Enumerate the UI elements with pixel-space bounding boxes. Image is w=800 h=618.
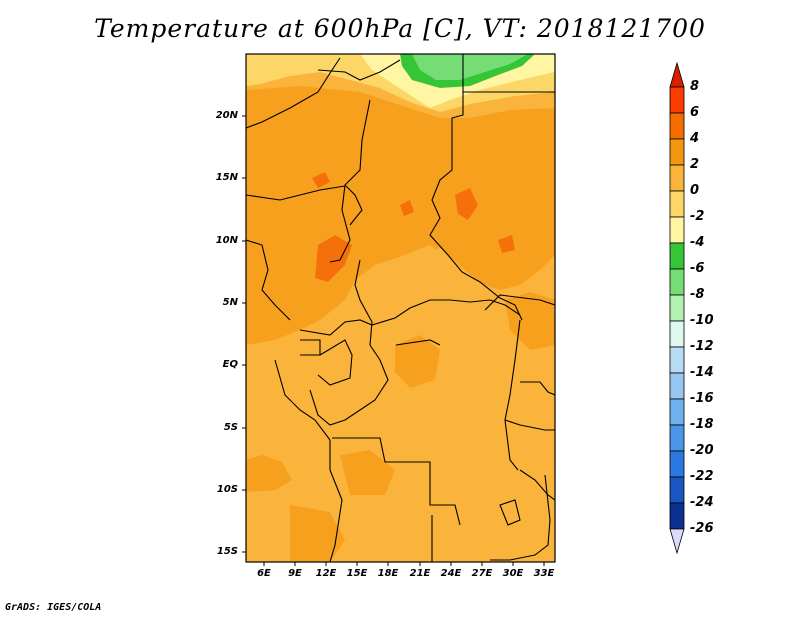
colorbar-label: 8 [690,79,700,94]
colorbar-label: -22 [690,469,714,484]
colorbar-label: 2 [690,157,700,172]
footer-credit: GrADS: IGES/COLA [5,602,102,613]
colorbar-label: -26 [690,521,714,536]
lon-label-18e: 18E [377,568,399,579]
colorbar-over-arrow [669,61,685,88]
colorbar-swatch [669,320,685,348]
lon-label-21e: 21E [409,568,431,579]
lat-label-10n: 10N [215,235,238,246]
field-m8-north [412,54,528,80]
colorbar-label: -14 [690,365,714,380]
lon-label-6e: 6E [257,568,271,579]
hot-spot-4 [498,235,515,253]
colorbar-label: 0 [690,183,700,198]
lon-ticks [263,562,545,566]
colorbar-swatch [669,346,685,374]
colorbar-swatch [669,86,685,114]
colorbar-swatch [669,450,685,478]
lat-label-5s: 5S [223,422,238,433]
colorbar-swatch [669,268,685,296]
hot-spot-5 [400,200,414,216]
colorbar-label: -10 [690,313,714,328]
field-2-4-east [505,292,555,350]
field-2-4-south [246,455,292,492]
colorbar-label: 6 [690,105,700,120]
map-frame [245,53,556,563]
colorbar-swatch [669,216,685,244]
lat-label-15n: 15N [215,172,238,183]
hot-spot-3 [312,172,330,188]
colorbar-swatch [669,112,685,140]
lon-label-12e: 12E [315,568,337,579]
colorbar-swatch [669,190,685,218]
colorbar-swatch [669,242,685,270]
colorbar-label: -12 [690,339,714,354]
field-2-4-centre [395,335,440,388]
lon-label-30e: 30E [502,568,524,579]
colorbar-swatch [669,164,685,192]
map-field [246,54,555,562]
lon-label-27e: 27E [471,568,493,579]
country-boundaries [246,54,555,562]
lat-label-5n: 5N [222,297,238,308]
colorbar-label: -4 [690,235,705,250]
colorbar-label: -6 [690,261,705,276]
lat-label-10s: 10S [216,484,238,495]
lon-label-15e: 15E [346,568,368,579]
chart-title: Temperature at 600hPa [C], VT: 201812170… [94,14,706,43]
field-2-4-sw [340,450,395,495]
colorbar-label: -2 [690,209,705,224]
colorbar-swatch [669,294,685,322]
colorbar-swatch [669,476,685,504]
colorbar-swatch [669,424,685,452]
lon-label-24e: 24E [440,568,462,579]
colorbar-label: -20 [690,443,714,458]
colorbar-swatch [669,398,685,426]
lat-label-15s: 15S [216,546,238,557]
colorbar [669,61,685,555]
hot-spot-1 [315,235,352,282]
hot-spot-2 [455,188,478,220]
lon-label-9e: 9E [288,568,302,579]
colorbar-label: -24 [690,495,714,510]
colorbar-label: -8 [690,287,705,302]
field-2-4-south-b [290,505,345,562]
colorbar-swatch [669,138,685,166]
lon-label-33e: 33E [533,568,555,579]
colorbar-label: -18 [690,417,714,432]
colorbar-swatch [669,372,685,400]
lat-label-20n: 20N [215,110,238,121]
colorbar-label: -16 [690,391,714,406]
lat-label-eq: EQ [222,359,238,370]
colorbar-under-arrow [669,528,685,555]
lat-ticks [242,115,246,553]
colorbar-label: 4 [690,131,700,146]
colorbar-swatch [669,502,685,530]
